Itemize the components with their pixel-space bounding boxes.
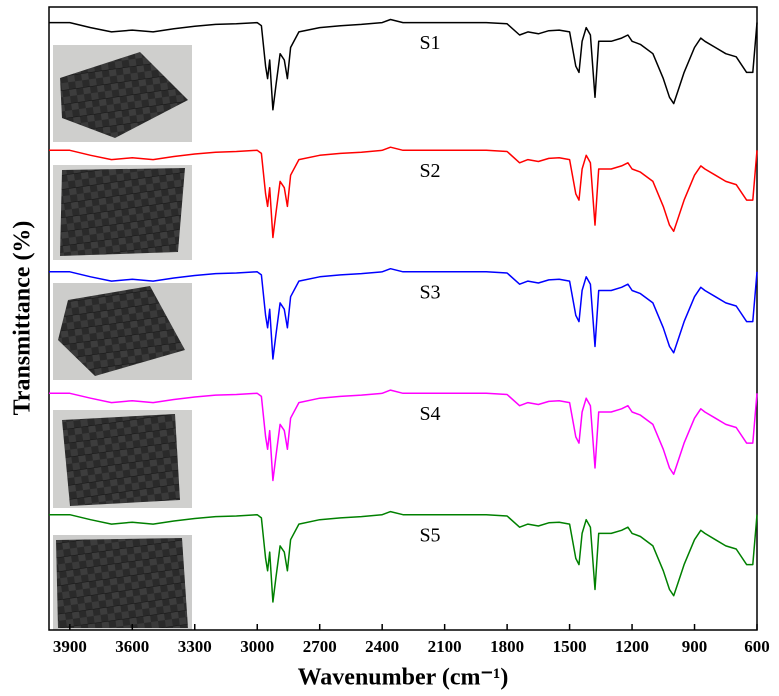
x-tick-label: 600 (744, 637, 770, 656)
sample-photos (53, 45, 192, 630)
series-label: S2 (419, 160, 440, 182)
spectrum-line (49, 267, 758, 360)
x-tick-label: 3300 (178, 637, 212, 656)
spectrum-line (49, 510, 758, 603)
y-axis-title: Transmittance (%) (10, 221, 36, 416)
fabric (58, 286, 185, 376)
series-label: S5 (419, 524, 440, 546)
spectrum-line (49, 146, 758, 239)
x-tick-label: 2400 (365, 637, 399, 656)
spectrum-line (49, 18, 758, 111)
fabric (56, 538, 188, 628)
spectrum-line (49, 389, 758, 482)
series-label: S4 (419, 403, 440, 425)
x-tick-label: 3000 (240, 637, 274, 656)
series-label: S1 (419, 32, 440, 54)
x-tick-label: 2100 (428, 637, 462, 656)
x-tick-label: 3600 (115, 637, 149, 656)
series-label: S3 (419, 281, 440, 303)
fabric (62, 414, 180, 506)
x-tick-label: 2700 (303, 637, 337, 656)
x-tick-label: 1800 (490, 637, 524, 656)
x-tick-label: 3900 (53, 637, 87, 656)
fabric (60, 52, 188, 138)
plot-frame (48, 6, 758, 631)
fabric (60, 168, 185, 256)
x-axis-title: Wavenumber (cm⁻¹) (298, 665, 509, 691)
x-tick-label: 1500 (553, 637, 587, 656)
x-tick-label: 900 (682, 637, 708, 656)
x-tick-label: 1200 (615, 637, 649, 656)
